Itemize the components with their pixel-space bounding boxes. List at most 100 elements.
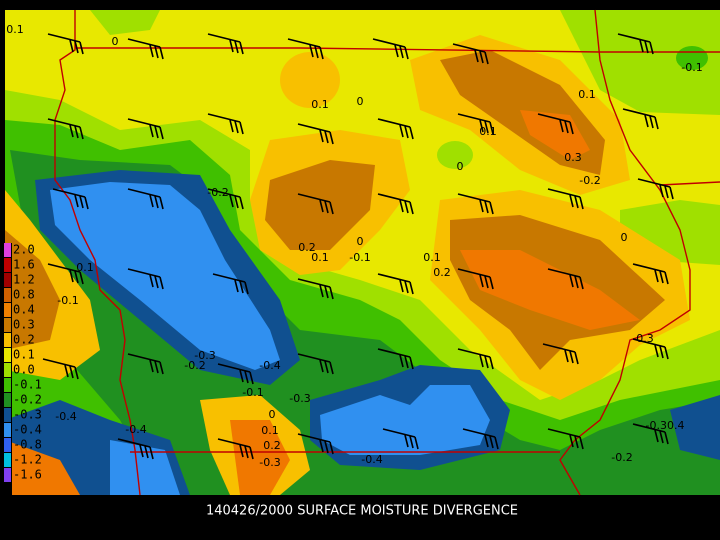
contour-label: 0 — [457, 160, 464, 173]
legend-swatch — [4, 348, 11, 362]
contour-label: 0 — [112, 35, 119, 48]
contour-label: -0.1 — [57, 294, 78, 307]
legend-label: 1.2 — [13, 273, 35, 287]
contour-label: 0 — [357, 235, 364, 248]
legend: 2.01.61.20.80.40.30.20.10.0-0.1-0.2-0.3-… — [4, 243, 42, 482]
wind-barb — [547, 188, 584, 210]
wind-barb — [47, 33, 84, 55]
wind-barb — [207, 188, 244, 210]
border-line — [75, 47, 720, 53]
contour-label: 0.1 — [578, 88, 596, 101]
wind-barb — [127, 188, 164, 210]
contour-label: 0 — [269, 408, 276, 421]
legend-label: 0.2 — [13, 333, 35, 347]
legend-label: -0.3 — [13, 408, 42, 422]
wind-barb — [297, 193, 334, 215]
wind-barb — [297, 278, 334, 300]
contour-label: -0.1 — [681, 61, 702, 74]
legend-label: -1.2 — [13, 453, 42, 467]
wind-barb — [47, 263, 84, 285]
wind-barb — [42, 358, 79, 380]
legend-swatch — [4, 333, 11, 347]
contour-label: -0.4 — [55, 410, 76, 423]
contour-label: -0.2 — [611, 451, 632, 464]
field-region — [5, 440, 80, 495]
wind-barb — [217, 438, 254, 460]
field-region — [560, 10, 720, 115]
contour-label: -0.4 — [125, 423, 146, 436]
wind-barb — [542, 343, 579, 365]
wind-barb — [547, 268, 584, 290]
contour-label: -0.3 — [289, 392, 310, 405]
wind-barb — [127, 353, 164, 375]
wind-barb — [117, 438, 154, 460]
wind-barb — [622, 108, 659, 130]
wind-barb — [52, 188, 89, 210]
wind-barb — [452, 43, 489, 65]
wind-barbs — [42, 33, 674, 460]
wind-barb — [297, 353, 334, 375]
field-region — [460, 250, 640, 330]
map-field — [5, 10, 720, 495]
wind-barb — [127, 38, 164, 60]
contour-label: 0.1 — [479, 125, 497, 138]
contour-label: 0 — [357, 95, 364, 108]
wind-barb — [632, 338, 669, 360]
field-region — [110, 440, 180, 495]
legend-swatch — [4, 438, 11, 452]
wind-barb — [372, 38, 409, 60]
border-line — [659, 181, 720, 186]
contour-label: 0.3 — [636, 332, 654, 345]
legend-label: 0.0 — [13, 363, 35, 377]
contour-label: -0.4 — [361, 453, 382, 466]
wind-barb — [127, 268, 164, 290]
legend-label: -1.6 — [13, 468, 42, 482]
contour-label: 0.1 — [423, 251, 441, 264]
caption: 140426/2000 SURFACE MOISTURE DIVERGENCE — [206, 504, 518, 519]
wind-barb — [212, 273, 249, 295]
contour-label: -0.1 — [242, 386, 263, 399]
wind-barb — [377, 118, 414, 140]
wind-barb — [47, 118, 84, 140]
contour-label: 0.3 — [564, 151, 582, 164]
wind-barb — [457, 348, 494, 370]
legend-swatch — [4, 378, 11, 392]
legend-swatch — [4, 453, 11, 467]
border-line — [559, 9, 691, 496]
legend-swatch — [4, 258, 11, 272]
legend-swatch — [4, 288, 11, 302]
wind-barb — [127, 118, 164, 140]
field-region — [5, 230, 60, 350]
contour-label: -0.3 — [194, 349, 215, 362]
wind-barb — [297, 123, 334, 145]
legend-swatch — [4, 468, 11, 482]
wind-barb — [457, 268, 494, 290]
wind-barb — [547, 428, 584, 450]
field-region — [437, 141, 473, 169]
legend-swatch — [4, 408, 11, 422]
contour-label: -0.30.4 — [646, 419, 685, 432]
wind-barb — [462, 428, 499, 450]
contour-label: 0.2 — [298, 241, 316, 254]
contour-label: -0.2 — [579, 174, 600, 187]
wind-barb — [637, 178, 674, 200]
legend-swatch — [4, 363, 11, 377]
wind-barb — [382, 428, 419, 450]
contour-label: -0.4 — [259, 359, 280, 372]
contour-label: -0.2 — [207, 186, 228, 199]
contour-label: 0.1 — [6, 23, 24, 36]
legend-label: -0.2 — [13, 393, 42, 407]
legend-swatch — [4, 303, 11, 317]
legend-swatch — [4, 393, 11, 407]
field-region — [320, 385, 490, 455]
contour-label: 0.2 — [433, 266, 451, 279]
wind-barb — [457, 113, 494, 135]
legend-label: 0.4 — [13, 303, 35, 317]
field-region — [670, 395, 720, 460]
wind-barb — [207, 33, 244, 55]
field-region — [280, 52, 340, 108]
wind-barb — [537, 113, 574, 135]
wind-barb — [377, 273, 414, 295]
legend-label: -0.1 — [13, 378, 42, 392]
